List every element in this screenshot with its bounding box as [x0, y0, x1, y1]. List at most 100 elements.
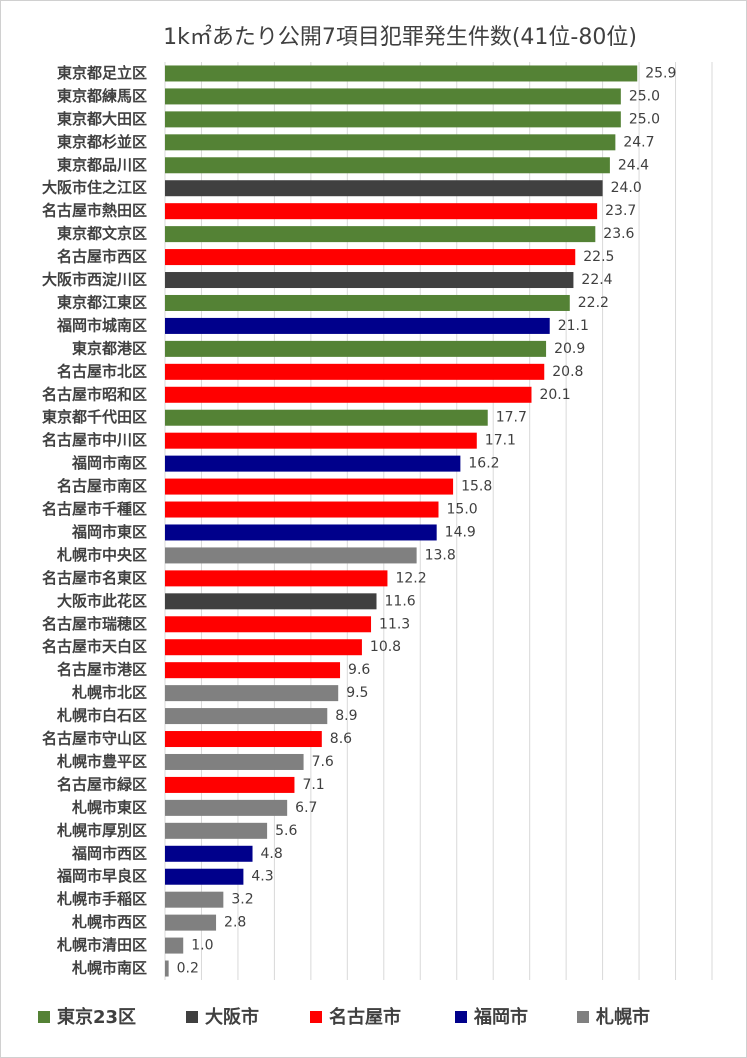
bar: [165, 639, 362, 656]
bar: [165, 708, 328, 725]
y-tick-label: 東京都足立区: [57, 64, 147, 82]
data-label: 9.6: [348, 662, 370, 678]
legend-label: 福岡市: [473, 1006, 528, 1028]
y-tick-label: 名古屋市港区: [57, 661, 147, 679]
y-tick-label: 東京都文京区: [57, 225, 147, 243]
y-tick-label: 福岡市西区: [71, 844, 147, 862]
legend-swatch: [38, 1011, 50, 1023]
y-tick-label: 名古屋市西区: [57, 248, 147, 266]
data-label: 15.8: [461, 479, 492, 495]
data-label: 20.1: [539, 387, 570, 403]
bar: [165, 340, 547, 357]
data-label: 11.6: [385, 593, 416, 609]
bar: [165, 914, 217, 931]
bar: [165, 799, 288, 816]
data-label: 22.4: [581, 272, 612, 288]
bar: [165, 111, 621, 128]
legend-swatch: [186, 1011, 198, 1023]
data-label: 3.2: [231, 892, 253, 908]
bar: [165, 203, 598, 220]
y-tick-label: 名古屋市熱田区: [42, 202, 147, 220]
data-label: 4.3: [251, 869, 273, 885]
bar: [165, 731, 322, 748]
data-label: 9.5: [346, 685, 368, 701]
bar: [165, 157, 610, 174]
data-label: 20.9: [554, 341, 585, 357]
data-label: 24.7: [623, 134, 654, 150]
y-tick-label: 名古屋市名東区: [42, 569, 147, 587]
data-label: 24.0: [611, 180, 642, 196]
bar: [165, 226, 596, 243]
bar: [165, 294, 570, 311]
y-tick-label: 名古屋市守山区: [42, 730, 147, 748]
data-label: 5.6: [275, 823, 297, 839]
y-tick-label: 福岡市城南区: [56, 316, 147, 334]
bar: [165, 524, 437, 541]
bar: [165, 317, 550, 334]
bar: [165, 616, 372, 633]
bar: [165, 753, 304, 770]
y-tick-label: 札幌市清田区: [56, 936, 147, 954]
y-tick-label: 札幌市西区: [71, 913, 147, 931]
y-tick-label: 東京都千代田区: [42, 408, 147, 426]
bar: [165, 937, 184, 954]
data-label: 23.7: [605, 203, 636, 219]
y-tick-label: 札幌市東区: [71, 798, 147, 816]
bar: [165, 386, 532, 403]
data-label: 24.4: [618, 157, 649, 173]
bar: [165, 547, 417, 564]
y-tick-label: 名古屋市南区: [57, 477, 147, 495]
bar: [165, 88, 621, 105]
y-tick-label: 東京都品川区: [57, 156, 147, 174]
data-label: 10.8: [370, 639, 401, 655]
bar: [165, 868, 244, 885]
data-label: 8.6: [330, 731, 352, 747]
y-tick-label: 札幌市豊平区: [56, 752, 147, 770]
y-tick-label: 東京都大田区: [57, 110, 147, 128]
bar: [165, 134, 616, 151]
data-label: 8.9: [335, 708, 357, 724]
bar: [165, 272, 574, 289]
data-label: 4.8: [261, 846, 283, 862]
y-tick-label: 福岡市東区: [71, 523, 147, 541]
y-tick-label: 東京都港区: [72, 339, 147, 357]
y-tick-label: 福岡市南区: [71, 454, 147, 472]
data-label: 22.5: [583, 249, 614, 265]
bar: [165, 662, 341, 679]
legend-label: 大阪市: [205, 1006, 259, 1028]
legend-swatch: [455, 1011, 467, 1023]
data-label: 21.1: [558, 318, 589, 334]
bar: [165, 845, 253, 862]
y-tick-label: 大阪市住之江区: [42, 179, 147, 197]
data-label: 17.7: [496, 410, 527, 426]
y-tick-label: 札幌市白石区: [56, 707, 147, 725]
y-tick-label: 大阪市西淀川区: [42, 271, 147, 289]
data-label: 0.2: [177, 961, 199, 977]
data-label: 23.6: [603, 226, 634, 242]
bar: [165, 593, 377, 610]
y-tick-label: 名古屋市瑞穂区: [42, 615, 147, 633]
bar: [165, 960, 169, 977]
legend-swatch: [310, 1011, 322, 1023]
data-label: 7.1: [302, 777, 324, 793]
bar: [165, 822, 268, 839]
data-label: 6.7: [295, 800, 317, 816]
data-label: 2.8: [224, 915, 246, 931]
bar: [165, 180, 603, 197]
legend-label: 名古屋市: [329, 1006, 401, 1028]
data-label: 25.0: [629, 111, 660, 127]
y-tick-label: 東京都練馬区: [57, 87, 147, 105]
bar: [165, 363, 545, 380]
y-tick-label: 札幌市南区: [71, 959, 147, 977]
data-label: 14.9: [445, 524, 476, 540]
bar: [165, 501, 439, 518]
data-label: 17.1: [485, 433, 516, 449]
y-tick-label: 名古屋市緑区: [57, 775, 147, 793]
bar: [165, 685, 339, 702]
bar: [165, 478, 454, 495]
bar: [165, 776, 295, 793]
bar: [165, 570, 388, 587]
data-label: 16.2: [468, 456, 499, 472]
bar: [165, 249, 576, 266]
data-label: 7.6: [312, 754, 334, 770]
